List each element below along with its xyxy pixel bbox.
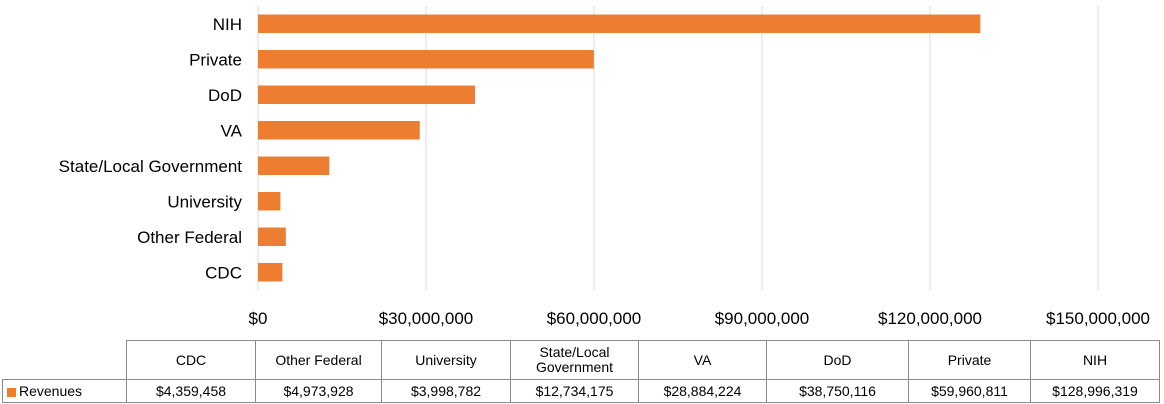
data-table-value-dod: $38,750,116: [766, 379, 909, 403]
bar-other-federal: [258, 227, 286, 246]
data-table: CDC Other Federal University State/Local…: [2, 340, 1160, 403]
x-tick-label-150000000: $150,000,000: [1046, 309, 1150, 328]
bar-dod: [258, 85, 476, 104]
bar-cdc: [258, 263, 283, 282]
data-table-value-va: $28,884,224: [638, 379, 767, 403]
category-label-university: University: [167, 192, 242, 211]
bar-private: [258, 50, 594, 69]
x-tick-label-120000000: $120,000,000: [878, 309, 982, 328]
legend-label-revenues: Revenues: [19, 383, 83, 399]
data-table-series-cell: Revenues: [2, 379, 127, 403]
data-table-header-state-local-government: State/Local Government: [510, 340, 639, 380]
category-label-private: Private: [189, 50, 242, 69]
x-tick-label-60000000: $60,000,000: [547, 309, 642, 328]
x-axis-tick-labels: $0 $30,000,000 $60,000,000 $90,000,000 $120,…: [249, 309, 1150, 328]
x-tick-label-90000000: $90,000,000: [715, 309, 810, 328]
data-table-header-dod: DoD: [766, 340, 909, 380]
data-table-value-other-federal: $4,973,928: [255, 379, 382, 403]
data-table-header-university: University: [381, 340, 511, 380]
x-tick-label-30000000: $30,000,000: [379, 309, 474, 328]
data-table-value-state-local-government: $12,734,175: [510, 379, 639, 403]
category-label-dod: DoD: [208, 86, 242, 105]
data-table-header-other-federal: Other Federal: [255, 340, 382, 380]
bars: [258, 14, 981, 282]
data-table-header-cdc: CDC: [126, 340, 256, 380]
category-label-nih: NIH: [213, 15, 242, 34]
bar-va: [258, 121, 420, 140]
category-label-va: VA: [221, 121, 243, 140]
category-label-other-federal: Other Federal: [137, 228, 242, 247]
gridlines: [257, 6, 1099, 290]
category-label-state-local-government: State/Local Government: [59, 157, 243, 176]
data-table-value-university: $3,998,782: [381, 379, 511, 403]
revenue-bar-chart: NIH Private DoD VA State/Local Government Uni…: [59, 6, 1150, 328]
x-tick-label-0: $0: [249, 309, 268, 328]
data-table-value-cdc: $4,359,458: [126, 379, 256, 403]
bar-state-local-government: [258, 156, 330, 175]
category-label-cdc: CDC: [205, 263, 242, 282]
category-labels: NIH Private DoD VA State/Local Government Uni…: [59, 15, 243, 283]
data-table-corner: [2, 340, 127, 380]
data-table-header-nih: NIH: [1030, 340, 1160, 380]
bar-university: [258, 192, 281, 211]
data-table-header-va: VA: [638, 340, 767, 380]
bar-nih: [258, 14, 981, 33]
legend-swatch-revenues: [7, 387, 16, 397]
data-table-value-private: $59,960,811: [908, 379, 1031, 403]
data-table-value-nih: $128,996,319: [1030, 379, 1160, 403]
data-table-header-row: CDC Other Federal University State/Local…: [2, 340, 1160, 380]
data-table-header-private: Private: [908, 340, 1031, 380]
data-table-revenues-row: Revenues $4,359,458 $4,973,928 $3,998,78…: [2, 379, 1160, 403]
